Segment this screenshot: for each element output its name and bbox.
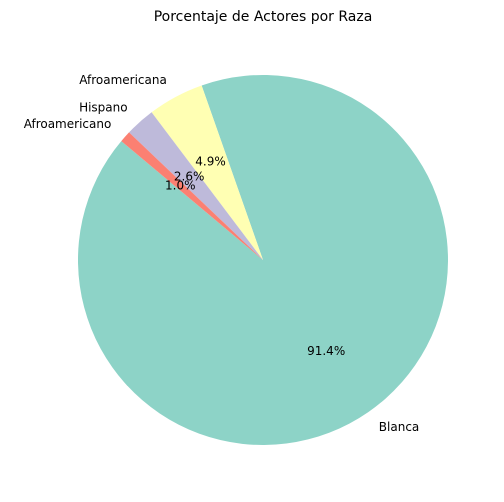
pie-slice-afroamericano (121, 132, 264, 260)
chart-title: Porcentaje de Actores por Raza (154, 9, 373, 25)
slice-pct-hispano: 2.6% (174, 170, 205, 184)
slice-label-blanca: Blanca (379, 420, 419, 434)
slice-label-hispano: Hispano (79, 101, 128, 115)
pie-slice-afroamericana (151, 85, 263, 261)
slice-label-afroamericana: Afroamericana (79, 73, 167, 87)
slice-pct-afroamericana: 4.9% (195, 155, 226, 169)
slice-pct-afroamericano: 1.0% (165, 179, 196, 193)
pie-labels: Blanca 91.4% Afroamericana 4.9% Hispano 2.6% A… (24, 73, 420, 434)
slice-label-afroamericano: Afroamericano (24, 117, 112, 131)
slice-pct-blanca: 91.4% (307, 344, 345, 358)
pie-slice-hispano (129, 112, 263, 260)
pie-slices (78, 74, 448, 446)
